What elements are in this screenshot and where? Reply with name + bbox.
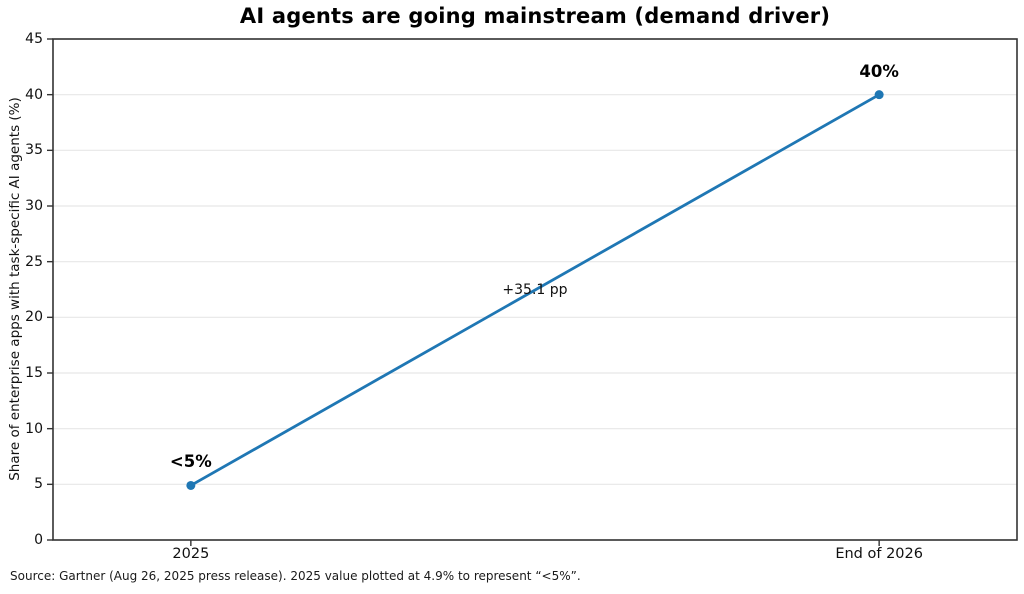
y-tick-label: 30 bbox=[25, 198, 43, 214]
y-tick-label: 25 bbox=[25, 253, 43, 270]
trend-line bbox=[189, 93, 881, 487]
x-tick-label: End of 2026 bbox=[835, 546, 923, 562]
y-tick-label: 45 bbox=[25, 31, 43, 47]
y-tick-label: 5 bbox=[34, 476, 43, 493]
y-tick-label: 15 bbox=[25, 365, 43, 381]
axes-frame bbox=[52, 38, 1018, 541]
y-tick-label: 10 bbox=[25, 420, 43, 437]
y-tick-label: 40 bbox=[25, 86, 43, 103]
plot-area bbox=[47, 38, 1018, 546]
y-tick-label: 0 bbox=[34, 532, 43, 548]
line-chart-canvas bbox=[47, 38, 1018, 546]
y-tick-label: 35 bbox=[25, 142, 43, 159]
chart-title: AI agents are going mainstream (demand d… bbox=[239, 4, 831, 28]
y-tick-label: 20 bbox=[25, 309, 43, 326]
x-tick-label: 2025 bbox=[172, 546, 210, 562]
point-value-label: <5% bbox=[169, 452, 212, 472]
delta-annotation: +35.1 pp bbox=[502, 282, 568, 299]
point-value-label: 40% bbox=[859, 61, 899, 81]
data-point-marker bbox=[186, 480, 196, 490]
data-point-marker bbox=[874, 90, 884, 100]
source-note: Source: Gartner (Aug 26, 2025 press rele… bbox=[10, 569, 581, 583]
